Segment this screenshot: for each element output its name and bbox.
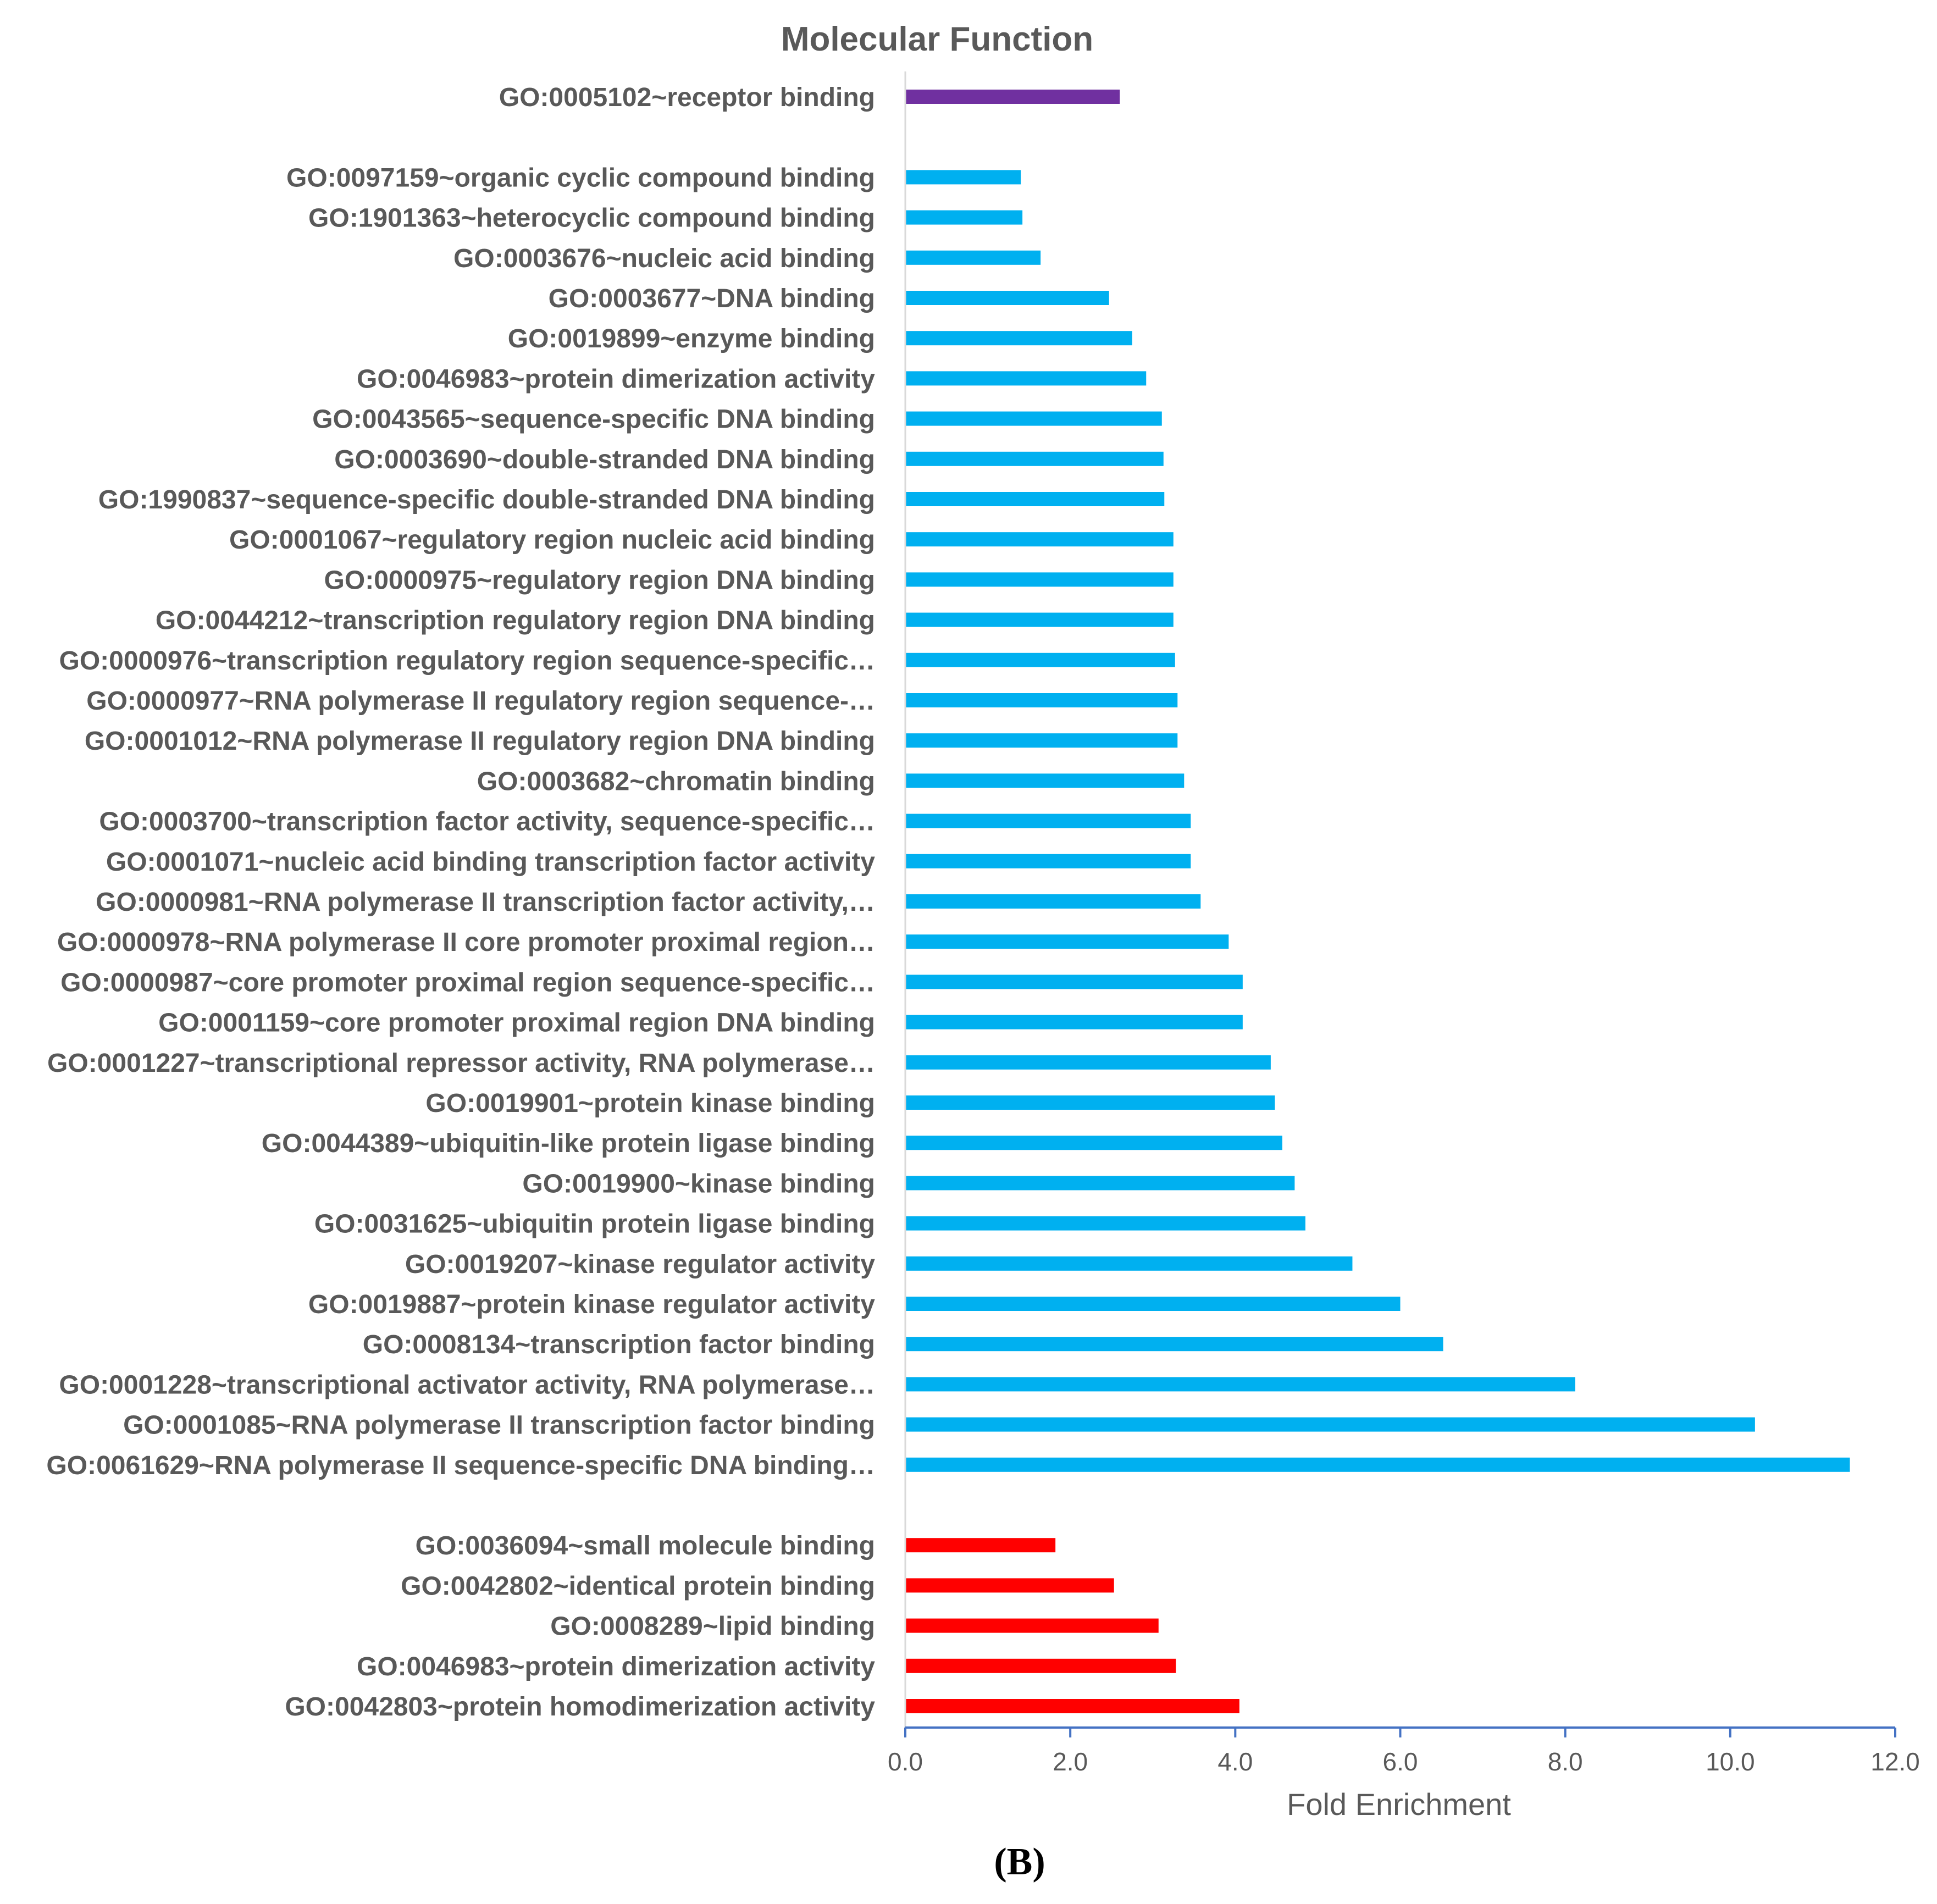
category-label: GO:0003677~DNA binding [549,284,875,313]
category-label: GO:0000987~core promoter proximal region… [60,968,875,997]
category-label: GO:0003682~chromatin binding [477,767,875,796]
category-labels: GO:0005102~receptor binding GO:0097159~or… [46,83,875,1722]
category-label: GO:1990837~sequence-specific double-stra… [98,485,875,514]
bar-red-0 [905,1538,1056,1553]
bar-blue-12 [905,652,1175,667]
category-label: GO:0000976~transcription regulatory regi… [59,646,875,676]
bar-blue-15 [905,773,1185,788]
bar-blue-26 [905,1216,1305,1231]
bar-blue-5 [905,371,1147,386]
bars-layer [905,90,1850,1713]
bar-blue-24 [905,1136,1282,1150]
category-label: GO:0001071~nucleic acid binding transcri… [106,848,875,877]
bar-blue-7 [905,451,1164,466]
bar-blue-16 [905,813,1191,828]
x-tick-label: 12.0 [1870,1747,1920,1776]
bar-blue-19 [905,934,1229,949]
bar-blue-23 [905,1095,1275,1110]
category-label: GO:0001067~regulatory region nucleic aci… [229,525,875,555]
x-tick-label: 10.0 [1706,1747,1755,1776]
chart-title: Molecular Function [781,20,1093,58]
panel-label: (B) [994,1841,1045,1883]
category-label: GO:0003676~nucleic acid binding [453,244,875,273]
bar-blue-3 [905,291,1109,305]
category-label: GO:0003690~double-stranded DNA binding [334,445,875,474]
bar-blue-1 [905,210,1023,225]
bar-blue-4 [905,331,1132,346]
x-axis: 0.0 2.0 4.0 6.0 8.0 10.0 12.0 [888,71,1920,1776]
x-tick-label: 2.0 [1053,1747,1088,1776]
bar-blue-22 [905,1055,1271,1070]
bar-red-4 [905,1699,1239,1713]
category-label: GO:0000977~RNA polymerase II regulatory … [86,687,875,716]
category-label: GO:0005102~receptor binding [499,83,875,112]
bar-blue-21 [905,1015,1243,1030]
category-label: GO:0019900~kinase binding [522,1169,875,1198]
bar-blue-11 [905,612,1174,627]
bar-blue-27 [905,1256,1353,1271]
bar-red-1 [905,1578,1114,1593]
category-label: GO:0031625~ubiquitin protein ligase bind… [314,1210,875,1239]
bar-blue-25 [905,1176,1295,1191]
x-tick-label: 0.0 [888,1747,923,1776]
bar-blue-31 [905,1417,1755,1432]
category-label: GO:0019901~protein kinase binding [425,1089,875,1118]
category-label: GO:0019207~kinase regulator activity [405,1250,875,1279]
bar-blue-30 [905,1377,1575,1392]
x-tick-label: 4.0 [1217,1747,1253,1776]
category-label: GO:0019899~enzyme binding [508,324,875,353]
category-label: GO:0046983~protein dimerization activity [357,1652,875,1681]
category-label: GO:0036094~small molecule binding [416,1531,875,1560]
category-label: GO:0001085~RNA polymerase II transcripti… [123,1411,875,1440]
category-label: GO:0001228~transcriptional activator act… [59,1370,875,1399]
x-axis-title: Fold Enrichment [1287,1787,1511,1822]
category-label: GO:0001227~transcriptional repressor act… [47,1049,875,1078]
category-label: GO:0042803~protein homodimerization acti… [285,1692,875,1722]
category-label: GO:0000975~regulatory region DNA binding [324,566,875,595]
bar-blue-17 [905,854,1191,868]
bar-blue-20 [905,975,1243,989]
category-label: GO:0019887~protein kinase regulator acti… [308,1290,875,1319]
bar-blue-13 [905,693,1178,707]
category-label: GO:0001012~RNA polymerase II regulatory … [85,727,875,756]
bar-red-2 [905,1618,1159,1633]
category-label: GO:0008289~lipid binding [550,1612,875,1641]
category-label: GO:0000981~RNA polymerase II transcripti… [96,888,875,917]
category-label: GO:0097159~organic cyclic compound bindi… [286,163,875,192]
bar-blue-0 [905,170,1021,185]
category-label: GO:0061629~RNA polymerase II sequence-sp… [46,1451,875,1480]
category-label: GO:0003700~transcription factor activity… [99,807,875,837]
category-label: GO:0008134~transcription factor binding [363,1330,875,1359]
category-label: GO:0043565~sequence-specific DNA binding [312,405,875,434]
bar-blue-9 [905,532,1174,547]
x-tick-label: 8.0 [1548,1747,1583,1776]
category-label: GO:0042802~identical protein binding [401,1571,875,1601]
category-label: GO:0046983~protein dimerization activity [357,364,875,394]
bar-blue-6 [905,411,1162,426]
bar-purple-0 [905,90,1120,104]
category-label: GO:1901363~heterocyclic compound binding [308,204,875,233]
bar-blue-18 [905,894,1201,909]
category-label: GO:0044389~ubiquitin-like protein ligase… [262,1129,875,1158]
bar-blue-8 [905,492,1165,506]
bar-blue-2 [905,250,1041,265]
bar-blue-14 [905,733,1178,748]
category-label: GO:0044212~transcription regulatory regi… [156,606,875,635]
bar-red-3 [905,1658,1176,1673]
bar-blue-28 [905,1297,1401,1311]
bar-blue-32 [905,1457,1850,1472]
category-label: GO:0001159~core promoter proximal region… [158,1009,875,1038]
bar-blue-29 [905,1337,1443,1352]
x-tick-label: 6.0 [1383,1747,1418,1776]
bar-blue-10 [905,572,1174,587]
category-label: GO:0000978~RNA polymerase II core promot… [57,928,875,957]
